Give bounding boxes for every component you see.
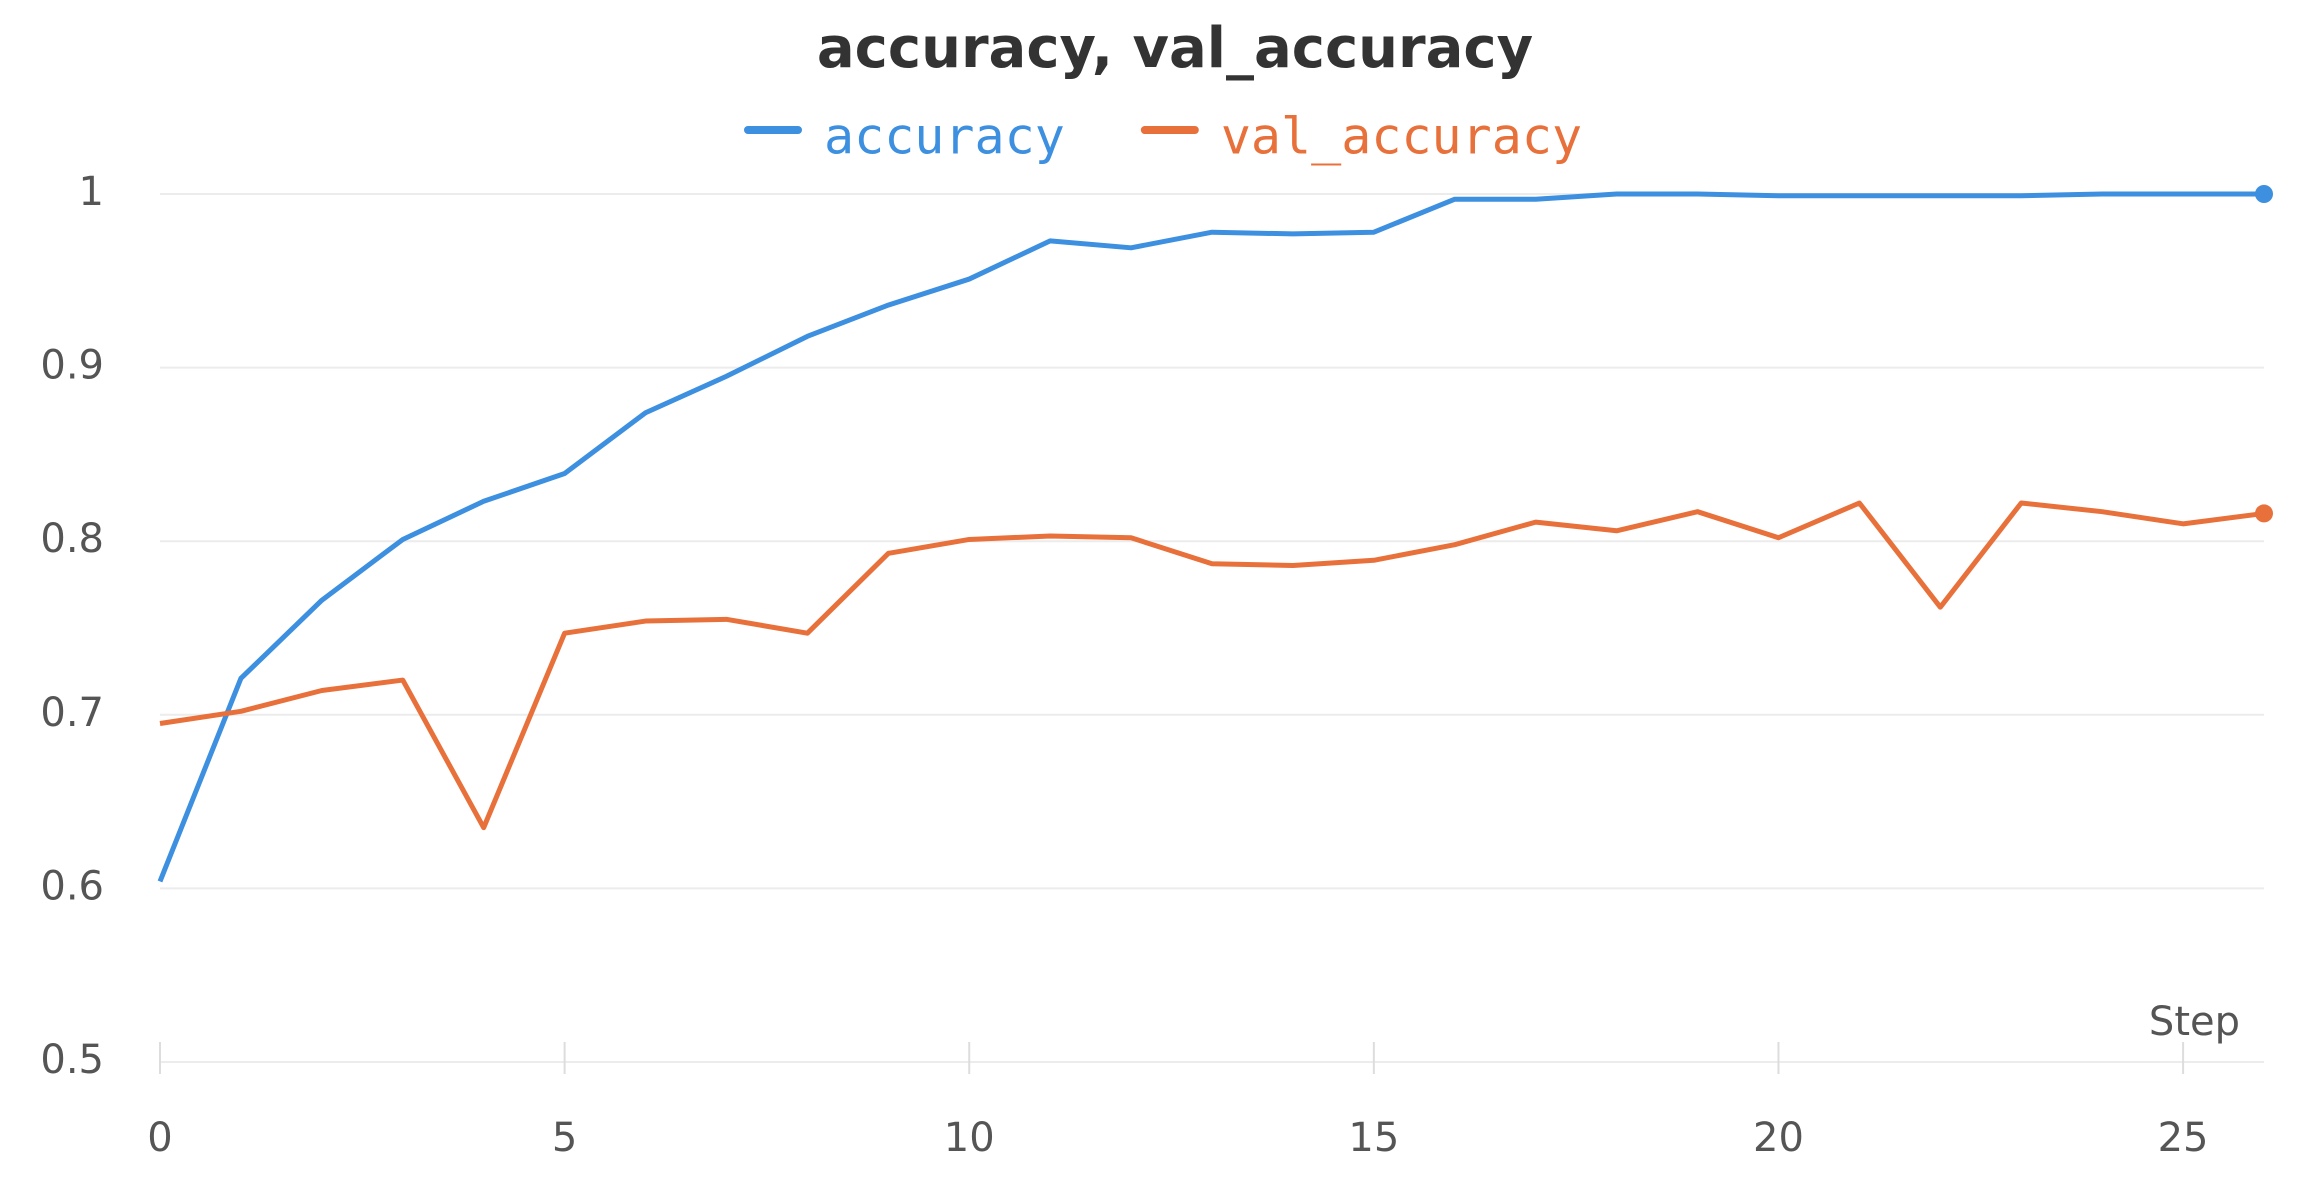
y-tick-label: 0.9 (40, 343, 104, 389)
chart-title: accuracy, val_accuracy (817, 16, 1533, 81)
y-tick-label: 0.7 (40, 690, 104, 736)
legend: accuracy val_accuracy (744, 108, 1582, 166)
y-tick-label: 0.8 (40, 516, 104, 562)
x-tick-label: 15 (1348, 1115, 1399, 1161)
x-axis-label: Step (2149, 999, 2240, 1045)
x-tick-label: 10 (944, 1115, 995, 1161)
x-tick-label: 0 (147, 1115, 172, 1161)
end-point (2255, 504, 2273, 523)
legend-label: accuracy (824, 108, 1065, 166)
x-tick-label: 20 (1753, 1115, 1804, 1161)
y-tick-label: 1 (79, 169, 104, 215)
y-tick-label: 0.5 (40, 1037, 104, 1083)
series-line (159, 500, 2265, 831)
y-tick-label: 0.6 (40, 863, 104, 909)
x-tick-label: 25 (2158, 1115, 2209, 1161)
end-point (2255, 185, 2273, 203)
x-tick-label: 5 (552, 1115, 577, 1161)
series-line (157, 191, 2264, 883)
legend-label: val_accuracy (1221, 108, 1582, 166)
